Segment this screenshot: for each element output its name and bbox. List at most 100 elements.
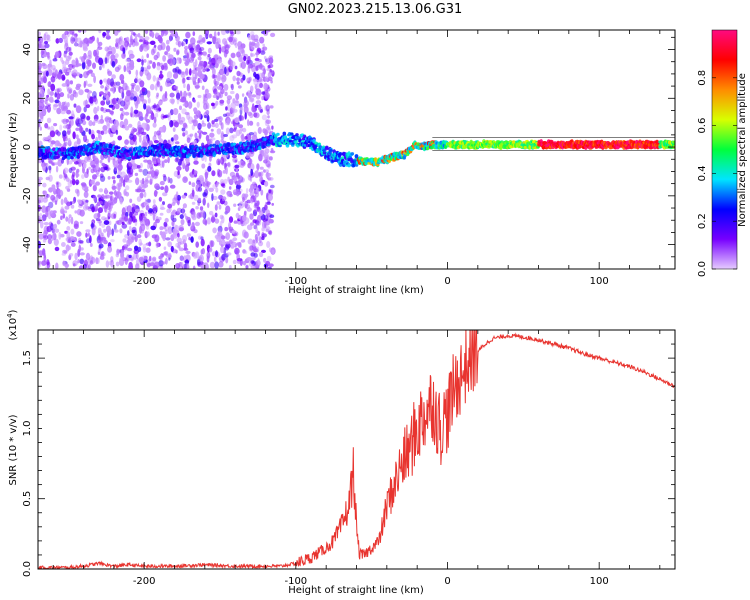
heatmap-cell <box>238 215 242 220</box>
heatmap-cell <box>227 103 231 112</box>
heatmap-cell <box>98 57 104 66</box>
heatmap-cell <box>131 84 135 89</box>
heatmap-cell <box>114 53 119 58</box>
heatmap-cell <box>499 145 503 150</box>
heatmap-cell <box>42 70 47 78</box>
heatmap-cell <box>159 180 165 186</box>
heatmap-cell <box>205 33 209 40</box>
heatmap-cell <box>224 66 227 75</box>
heatmap-cell <box>191 52 196 59</box>
heatmap-cell <box>98 30 102 34</box>
heatmap-cell <box>147 198 152 204</box>
heatmap-cell <box>250 265 256 269</box>
heatmap-cell <box>75 127 80 131</box>
heatmap-cell <box>100 107 104 112</box>
heatmap-cell <box>249 85 254 93</box>
heatmap-cell <box>41 260 47 266</box>
heatmap-cell <box>169 120 174 128</box>
heatmap-cell <box>168 58 172 64</box>
heatmap-cell <box>225 30 230 34</box>
heatmap-cell <box>83 106 87 113</box>
heatmap-cell <box>89 243 93 247</box>
heatmap-cell <box>123 189 127 196</box>
heatmap-cell <box>213 88 218 95</box>
heatmap-cell <box>325 146 329 151</box>
heatmap-cell <box>265 228 270 232</box>
heatmap-cell <box>259 36 265 44</box>
heatmap-cell <box>188 77 193 80</box>
heatmap-cell <box>113 229 119 233</box>
heatmap-cell <box>108 119 114 124</box>
heatmap-cell <box>206 255 210 263</box>
heatmap-cell <box>65 46 71 52</box>
heatmap-cell <box>61 242 66 247</box>
heatmap-cell <box>149 114 154 120</box>
heatmap-cell <box>207 53 211 58</box>
heatmap-cell <box>264 129 268 136</box>
heatmap-cell <box>254 73 260 81</box>
heatmap-cell <box>173 194 179 201</box>
heatmap-cell <box>41 205 47 213</box>
heatmap-cell <box>192 72 195 80</box>
heatmap-cell <box>101 232 104 237</box>
heatmap-cell <box>169 78 175 85</box>
heatmap-cell <box>167 226 173 235</box>
heatmap-cell <box>269 69 273 73</box>
heatmap-cell <box>124 139 129 145</box>
heatmap-cell <box>220 139 224 143</box>
heatmap-cell <box>167 241 173 248</box>
heatmap-cell <box>265 104 270 112</box>
heatmap-cell <box>147 171 152 175</box>
heatmap-cell <box>206 65 210 69</box>
snr-x-axis-label: Height of straight line (km) <box>288 585 424 596</box>
heatmap-cell <box>271 249 275 255</box>
heatmap-cell <box>106 78 111 85</box>
heatmap-cell <box>141 59 144 66</box>
heatmap-cell <box>142 247 147 253</box>
heatmap-cell <box>46 105 52 113</box>
heatmap-cell <box>157 100 163 106</box>
heatmap-cell <box>117 163 123 171</box>
heatmap-cell <box>246 207 252 212</box>
heatmap-cell <box>265 169 269 174</box>
heatmap-cell <box>163 175 167 182</box>
heatmap-cell <box>63 197 68 204</box>
heatmap-cell <box>207 202 210 209</box>
heatmap-cell <box>46 94 50 98</box>
heatmap-cell <box>214 54 219 58</box>
heatmap-cell <box>149 163 154 170</box>
heatmap-cell <box>38 199 41 204</box>
heatmap-cell <box>104 194 111 199</box>
heatmap-cell <box>185 250 191 254</box>
x-tick-label: 0 <box>444 276 450 287</box>
heatmap-cell <box>197 50 203 57</box>
heatmap-cell <box>44 122 49 129</box>
heatmap-cell <box>128 161 131 166</box>
heatmap-cell <box>177 69 182 75</box>
spectrogram-heatmap <box>38 30 675 269</box>
heatmap-cell <box>81 61 86 70</box>
heatmap-cell <box>250 252 256 257</box>
heatmap-cell <box>54 228 60 233</box>
heatmap-cell <box>264 152 269 160</box>
heatmap-cell <box>48 206 51 212</box>
heatmap-cell <box>191 119 197 123</box>
heatmap-cell <box>158 107 162 112</box>
heatmap-cell <box>155 241 159 249</box>
heatmap-cell <box>162 115 168 119</box>
heatmap-cell <box>98 243 104 249</box>
heatmap-cell <box>199 206 204 211</box>
heatmap-cell <box>260 189 264 196</box>
heatmap-cell <box>97 207 103 214</box>
heatmap-cell <box>162 201 165 206</box>
heatmap-cell <box>166 78 171 84</box>
heatmap-cell <box>39 250 43 257</box>
heatmap-cell <box>181 127 186 132</box>
heatmap-cell <box>80 198 86 205</box>
heatmap-cell <box>133 204 137 210</box>
heatmap-cell <box>143 146 147 150</box>
heatmap-cell <box>101 223 106 228</box>
heatmap-cell <box>70 155 74 160</box>
heatmap-cell <box>139 213 143 221</box>
heatmap-cell <box>143 59 147 63</box>
